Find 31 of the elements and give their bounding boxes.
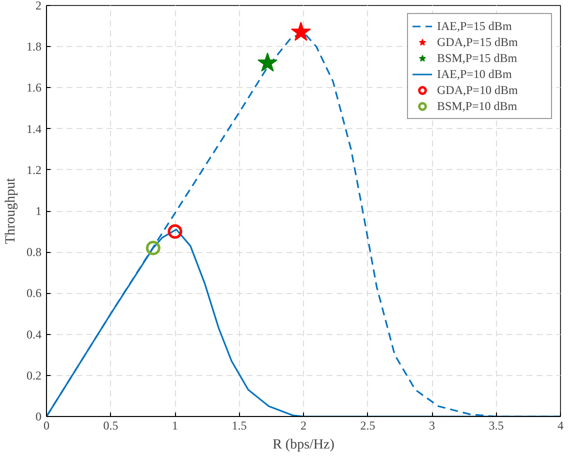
y-tick-label: 1: [36, 204, 42, 218]
point: [146, 240, 160, 256]
x-axis-title: R (bps/Hz): [272, 438, 335, 452]
x-tick-label: 2: [300, 418, 306, 432]
y-tick-label: 0.8: [26, 245, 42, 260]
legend-label: IAE,P=10 dBm: [437, 66, 513, 82]
legend-label: GDA,P=10 dBm: [437, 82, 519, 98]
y-tick-label: 2: [36, 0, 42, 12]
x-tick-label: 3.5: [488, 418, 504, 432]
legend-label: BSM,P=10 dBm: [437, 98, 518, 114]
y-tick-label: 1.2: [26, 162, 42, 177]
legend-label: BSM,P=15 dBm: [437, 50, 518, 66]
point: [290, 22, 311, 41]
legend-label: GDA,P=15 dBm: [437, 34, 519, 50]
y-axis-title: Throughput: [4, 178, 18, 244]
x-tick-label: 1.5: [232, 418, 247, 432]
y-tick-label: 0.4: [26, 327, 42, 342]
point: [168, 224, 182, 239]
x-tick-label: 4: [558, 418, 564, 432]
x-tick-label: 3: [429, 418, 435, 432]
legend-label: IAE,P=15 dBm: [437, 18, 513, 34]
x-tick-label: 0.5: [103, 418, 118, 432]
x-tick-label: 1: [172, 418, 178, 432]
y-tick-label: 0.6: [26, 286, 42, 300]
y-tick-label: 0.2: [26, 368, 42, 382]
point: [258, 52, 278, 72]
y-tick-label: 1.8: [26, 40, 42, 54]
y-tick-label: 0: [36, 410, 42, 424]
x-tick-label: 2.5: [360, 418, 376, 432]
y-tick-label: 1.4: [26, 122, 42, 136]
y-tick-label: 1.6: [26, 80, 42, 95]
